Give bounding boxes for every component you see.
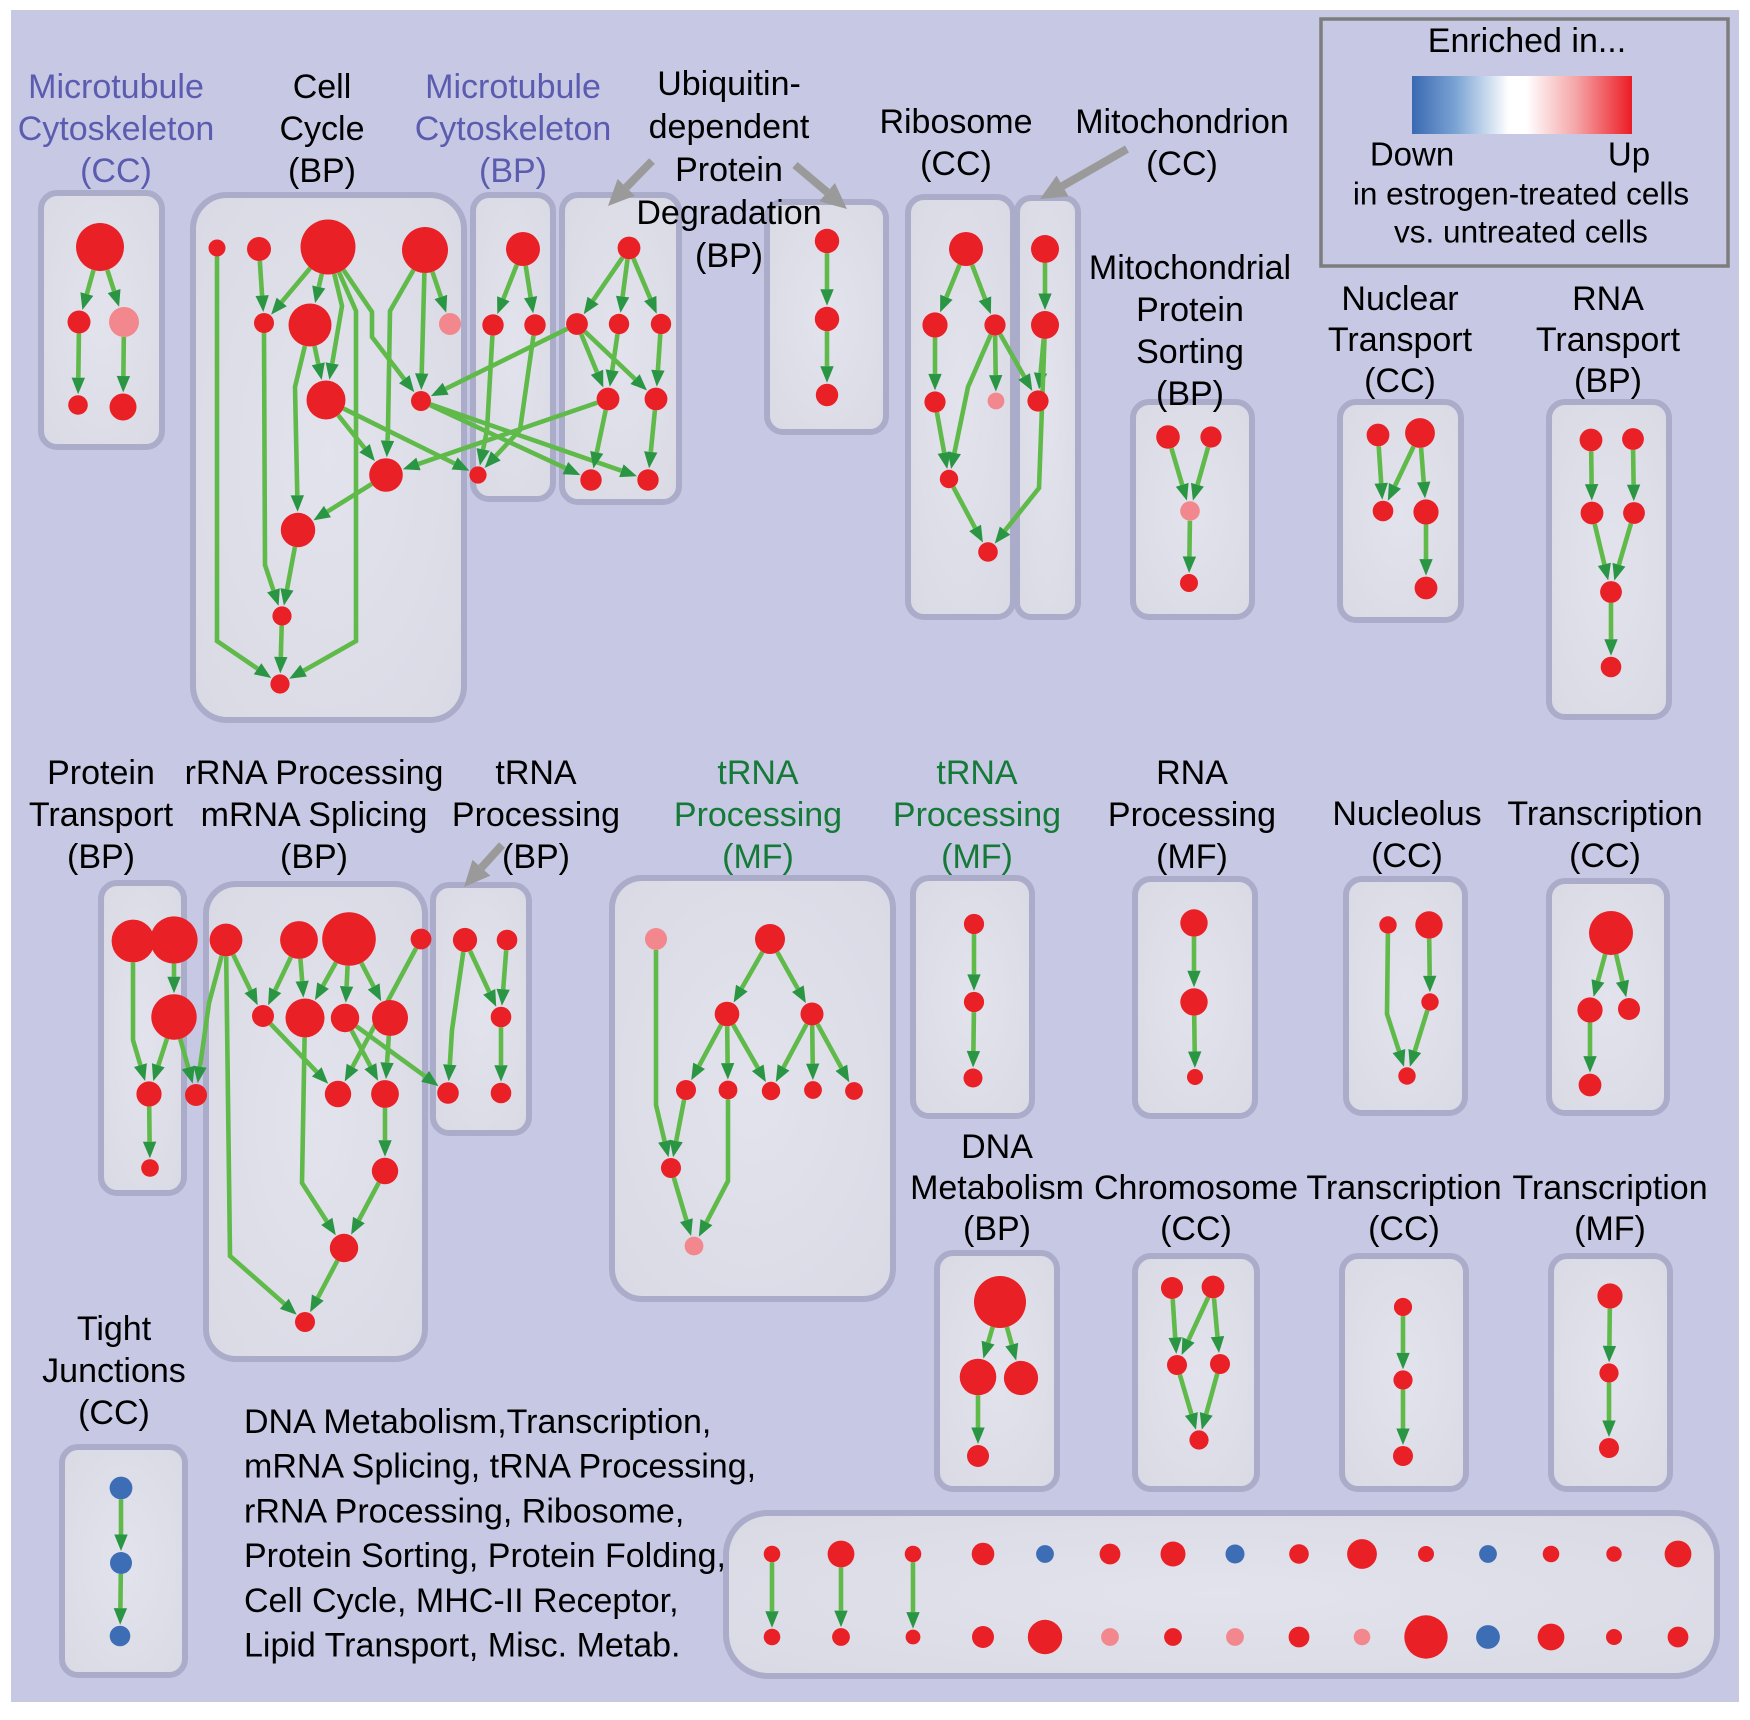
svg-text:Enriched in...: Enriched in...: [1428, 22, 1626, 60]
svg-text:(BP): (BP): [67, 838, 135, 876]
svg-text:Microtubule: Microtubule: [425, 68, 601, 106]
svg-text:Nuclear: Nuclear: [1341, 280, 1458, 318]
svg-text:(CC): (CC): [1146, 145, 1218, 183]
svg-text:Cytoskeleton: Cytoskeleton: [18, 110, 215, 148]
svg-text:Metabolism: Metabolism: [910, 1169, 1084, 1207]
svg-text:mRNA Splicing: mRNA Splicing: [201, 796, 428, 834]
svg-text:(CC): (CC): [920, 145, 992, 183]
svg-text:(BP): (BP): [695, 237, 763, 275]
svg-text:Transport: Transport: [1536, 321, 1681, 359]
svg-text:Lipid Transport, Misc. Metab.: Lipid Transport, Misc. Metab.: [244, 1627, 681, 1665]
svg-text:Ubiquitin-: Ubiquitin-: [657, 65, 801, 103]
svg-text:(CC): (CC): [1364, 362, 1436, 400]
svg-text:(MF): (MF): [941, 838, 1013, 876]
svg-text:RNA: RNA: [1572, 280, 1644, 318]
svg-text:(BP): (BP): [1574, 362, 1642, 400]
svg-text:Ribosome: Ribosome: [879, 103, 1032, 141]
svg-text:Processing: Processing: [1108, 796, 1276, 834]
svg-text:Transport: Transport: [29, 796, 174, 834]
svg-text:Cell Cycle, MHC-II Receptor,: Cell Cycle, MHC-II Receptor,: [244, 1582, 679, 1620]
svg-text:Down: Down: [1370, 136, 1454, 173]
svg-text:rRNA Processing, Ribosome,: rRNA Processing, Ribosome,: [244, 1492, 684, 1530]
svg-text:in estrogen-treated cells: in estrogen-treated cells: [1353, 175, 1689, 211]
svg-text:DNA Metabolism,Transcription,: DNA Metabolism,Transcription,: [244, 1403, 711, 1441]
svg-text:(CC): (CC): [78, 1394, 150, 1432]
svg-text:Sorting: Sorting: [1136, 333, 1244, 371]
svg-text:(BP): (BP): [280, 838, 348, 876]
svg-text:Processing: Processing: [452, 796, 620, 834]
svg-text:DNA: DNA: [961, 1128, 1033, 1166]
svg-text:(BP): (BP): [502, 838, 570, 876]
svg-text:(BP): (BP): [1156, 375, 1224, 413]
svg-text:RNA: RNA: [1156, 754, 1228, 792]
svg-text:tRNA: tRNA: [495, 754, 577, 792]
svg-text:vs. untreated cells: vs. untreated cells: [1394, 213, 1648, 249]
svg-text:Transcription: Transcription: [1512, 1169, 1707, 1207]
svg-text:Protein: Protein: [675, 151, 783, 189]
svg-text:Protein: Protein: [47, 754, 155, 792]
svg-text:Cytoskeleton: Cytoskeleton: [415, 110, 612, 148]
svg-text:Nucleolus: Nucleolus: [1332, 795, 1481, 833]
svg-text:(BP): (BP): [479, 152, 547, 190]
svg-text:Protein Sorting, Protein Foldi: Protein Sorting, Protein Folding,: [244, 1537, 726, 1575]
svg-text:(CC): (CC): [1160, 1210, 1232, 1248]
svg-text:(CC): (CC): [1371, 837, 1443, 875]
svg-text:Processing: Processing: [674, 796, 842, 834]
svg-text:(BP): (BP): [963, 1210, 1031, 1248]
svg-text:(MF): (MF): [1156, 838, 1228, 876]
svg-text:Mitochondrial: Mitochondrial: [1089, 249, 1291, 287]
svg-text:(CC): (CC): [80, 152, 152, 190]
svg-text:rRNA Processing: rRNA Processing: [185, 754, 444, 792]
svg-text:Microtubule: Microtubule: [28, 68, 204, 106]
svg-text:Transcription: Transcription: [1507, 795, 1702, 833]
svg-text:Chromosome: Chromosome: [1094, 1169, 1298, 1207]
svg-text:Transcription: Transcription: [1306, 1169, 1501, 1207]
svg-text:(CC): (CC): [1368, 1210, 1440, 1248]
svg-text:Cell: Cell: [293, 68, 352, 106]
svg-text:(BP): (BP): [288, 152, 356, 190]
svg-text:Degradation: Degradation: [636, 194, 821, 232]
svg-text:(MF): (MF): [1574, 1210, 1646, 1248]
svg-text:Cycle: Cycle: [279, 110, 364, 148]
svg-text:Mitochondrion: Mitochondrion: [1075, 103, 1289, 141]
svg-text:Junctions: Junctions: [42, 1352, 186, 1390]
svg-text:(MF): (MF): [722, 838, 794, 876]
svg-text:Transport: Transport: [1328, 321, 1473, 359]
svg-text:dependent: dependent: [649, 108, 810, 146]
svg-text:tRNA: tRNA: [936, 754, 1018, 792]
svg-text:Tight: Tight: [77, 1310, 152, 1348]
svg-text:mRNA Splicing, tRNA Processing: mRNA Splicing, tRNA Processing,: [244, 1448, 756, 1486]
svg-text:Protein: Protein: [1136, 291, 1244, 329]
svg-text:Up: Up: [1608, 136, 1650, 173]
svg-text:tRNA: tRNA: [717, 754, 799, 792]
svg-text:(CC): (CC): [1569, 837, 1641, 875]
svg-text:Processing: Processing: [893, 796, 1061, 834]
